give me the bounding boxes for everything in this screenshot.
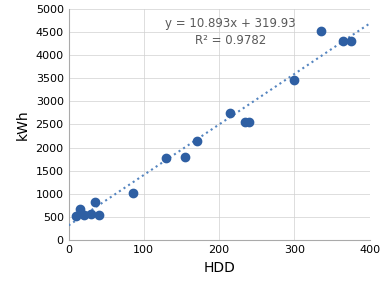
Point xyxy=(80,213,86,218)
Point xyxy=(73,213,79,218)
Point xyxy=(182,154,188,159)
Point xyxy=(227,110,234,115)
Point xyxy=(242,120,248,124)
Point xyxy=(194,138,200,143)
Point xyxy=(92,200,98,204)
Point xyxy=(318,29,324,33)
Point xyxy=(291,78,297,83)
Point xyxy=(77,206,83,211)
Text: y = 10.893x + 319.93
R² = 0.9782: y = 10.893x + 319.93 R² = 0.9782 xyxy=(165,17,296,47)
Point xyxy=(88,212,94,217)
Point xyxy=(340,39,346,43)
Point xyxy=(348,39,354,43)
Point xyxy=(130,190,136,195)
Point xyxy=(246,120,252,124)
X-axis label: HDD: HDD xyxy=(203,261,235,275)
Point xyxy=(163,156,170,160)
Point xyxy=(96,213,102,218)
Y-axis label: kWh: kWh xyxy=(16,109,30,140)
